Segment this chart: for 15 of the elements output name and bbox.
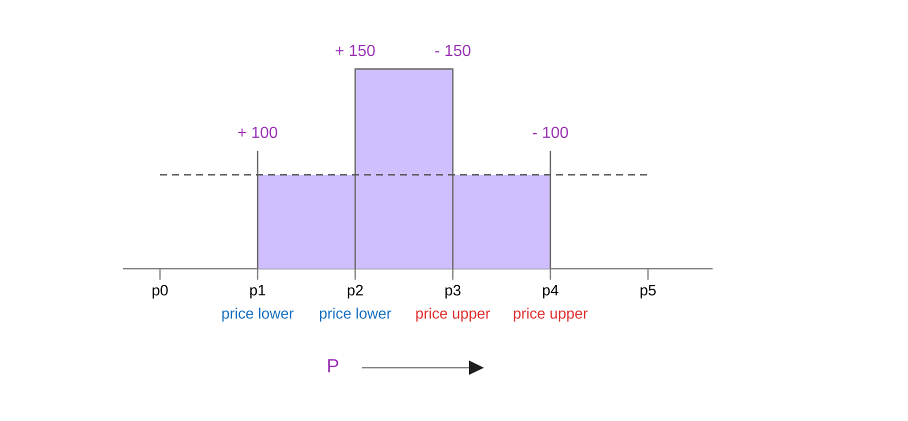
x-tick-label: p1 [250, 284, 266, 298]
annotation: price lower [222, 308, 294, 322]
annotation: + 150 [336, 44, 375, 56]
annotation: price upper [514, 308, 588, 322]
x-tick-label: p5 [640, 284, 656, 298]
annotation: price lower [320, 308, 392, 322]
annotation: - 100 [532, 126, 568, 138]
x-tick-label: p0 [152, 284, 168, 298]
annotation: price upper [416, 308, 490, 322]
annotation: + 100 [238, 126, 278, 138]
annotation: - 150 [435, 44, 470, 56]
x-tick-label: p3 [445, 284, 460, 298]
x-tick-label: p4 [543, 284, 558, 298]
x-tick-label: p2 [348, 284, 363, 298]
x-axis-title: P [328, 359, 338, 372]
